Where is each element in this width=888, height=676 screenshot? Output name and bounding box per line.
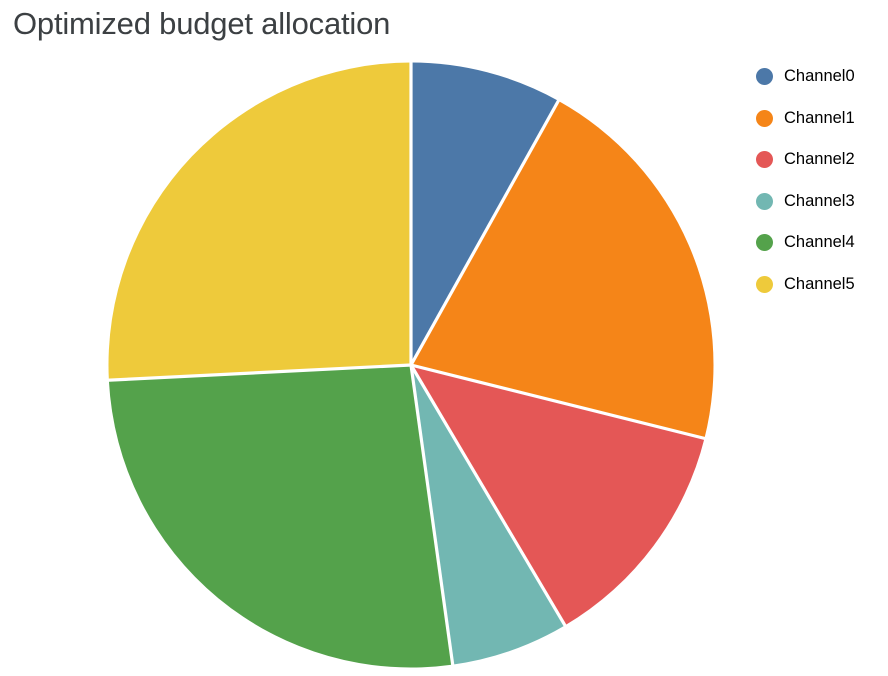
legend-item-channel0: Channel0 [756, 68, 855, 85]
legend-label: Channel5 [784, 274, 855, 293]
chart-title: Optimized budget allocation [13, 6, 391, 41]
legend-item-channel1: Channel1 [756, 108, 855, 127]
pie-slice-channel1 [411, 100, 714, 439]
slice-separator [409, 364, 568, 628]
pie-slice-channel4 [108, 365, 453, 668]
slice-separator [409, 364, 455, 667]
legend-label: Channel0 [784, 67, 855, 85]
legend: Channel0 Channel1 Channel2 Channel3 Channel4… [756, 68, 855, 293]
legend-marker-icon [756, 68, 773, 85]
legend-label: Channel4 [784, 233, 855, 251]
legend-marker-icon [756, 234, 773, 251]
legend-item-channel5: Channel5 [756, 274, 855, 293]
legend-item-channel2: Channel2 [756, 151, 855, 168]
legend-item-channel4: Channel4 [756, 234, 855, 251]
legend-label: Channel2 [784, 150, 855, 168]
legend-marker-icon [756, 109, 773, 127]
legend-item-channel3: Channel3 [756, 191, 855, 210]
legend-marker-icon [756, 192, 773, 210]
slice-separator [409, 98, 561, 366]
slice-separator [410, 363, 707, 441]
legend-marker-icon [756, 275, 773, 293]
legend-label: Channel1 [784, 108, 855, 127]
legend-marker-icon [756, 151, 773, 168]
pie-slice-channel0 [411, 62, 559, 365]
legend-label: Channel3 [784, 191, 855, 210]
pie-slice-channel2 [411, 365, 705, 626]
slice-separator [107, 363, 412, 382]
pie-slice-channel3 [411, 365, 565, 665]
pie-slice-channel5 [108, 62, 411, 381]
